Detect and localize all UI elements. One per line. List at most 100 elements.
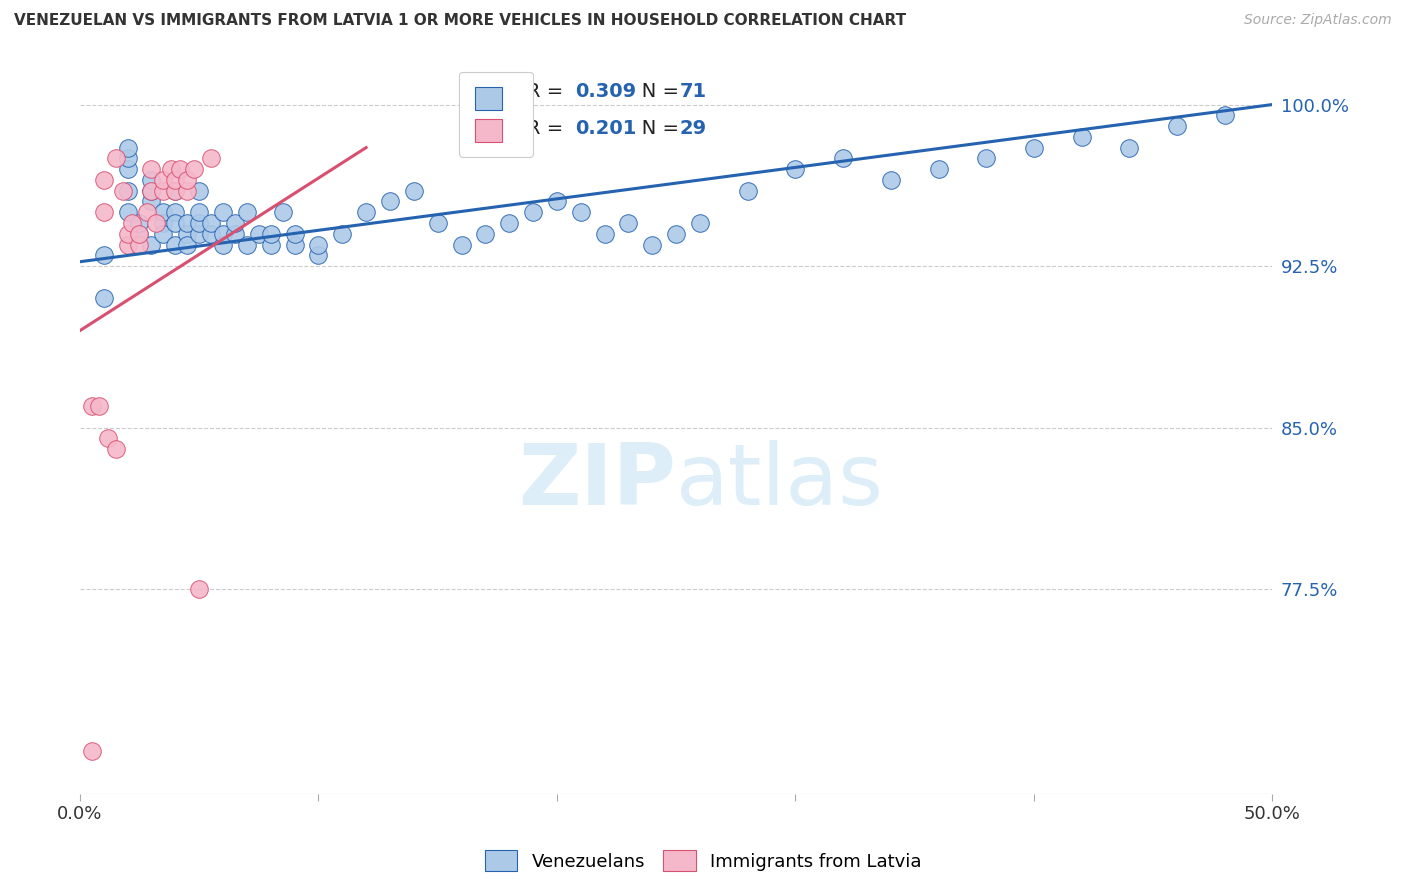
Point	[546, 194, 568, 209]
Point	[378, 194, 401, 209]
Point	[176, 227, 198, 241]
Point	[165, 184, 187, 198]
Point	[141, 194, 163, 209]
Point	[169, 162, 191, 177]
Text: 0.201: 0.201	[575, 120, 636, 138]
Point	[165, 237, 187, 252]
Text: R =: R =	[527, 82, 569, 101]
Point	[569, 205, 592, 219]
Point	[737, 184, 759, 198]
Point	[283, 227, 305, 241]
Point	[402, 184, 425, 198]
Point	[188, 582, 211, 596]
Point	[165, 216, 187, 230]
Point	[145, 216, 167, 230]
Point	[93, 291, 115, 305]
Text: atlas: atlas	[676, 440, 884, 523]
Text: N =: N =	[623, 120, 685, 138]
Point	[117, 152, 139, 166]
Point	[152, 184, 174, 198]
Point	[498, 216, 520, 230]
Point	[641, 237, 664, 252]
Text: 71: 71	[679, 82, 707, 101]
Point	[128, 227, 150, 241]
Point	[200, 227, 222, 241]
Point	[176, 237, 198, 252]
Point	[104, 442, 127, 456]
Point	[165, 184, 187, 198]
Point	[141, 184, 163, 198]
Point	[128, 227, 150, 241]
Point	[117, 184, 139, 198]
Point	[474, 227, 496, 241]
Legend: Venezuelans, Immigrants from Latvia: Venezuelans, Immigrants from Latvia	[477, 843, 929, 879]
Point	[224, 227, 246, 241]
Point	[188, 216, 211, 230]
Point	[928, 162, 950, 177]
Point	[121, 216, 143, 230]
Text: VENEZUELAN VS IMMIGRANTS FROM LATVIA 1 OR MORE VEHICLES IN HOUSEHOLD CORRELATION: VENEZUELAN VS IMMIGRANTS FROM LATVIA 1 O…	[14, 13, 907, 29]
Point	[1022, 140, 1045, 154]
Point	[224, 216, 246, 230]
Point	[117, 140, 139, 154]
Point	[97, 431, 120, 445]
Point	[212, 227, 235, 241]
Text: 0.309: 0.309	[575, 82, 636, 101]
Point	[117, 237, 139, 252]
Point	[117, 227, 139, 241]
Point	[617, 216, 640, 230]
Point	[247, 227, 270, 241]
Point	[183, 162, 205, 177]
Point	[165, 205, 187, 219]
Point	[80, 743, 103, 757]
Point	[522, 205, 544, 219]
Point	[117, 162, 139, 177]
Legend: , : ,	[460, 71, 533, 157]
Point	[236, 237, 259, 252]
Point	[307, 248, 329, 262]
Text: R =: R =	[527, 120, 569, 138]
Point	[152, 227, 174, 241]
Point	[880, 173, 903, 187]
Point	[152, 205, 174, 219]
Point	[141, 162, 163, 177]
Point	[188, 227, 211, 241]
Text: 29: 29	[679, 120, 707, 138]
Point	[141, 237, 163, 252]
Point	[80, 399, 103, 413]
Point	[159, 162, 181, 177]
Point	[165, 173, 187, 187]
Point	[176, 173, 198, 187]
Point	[128, 237, 150, 252]
Point	[1213, 108, 1236, 122]
Text: ZIP: ZIP	[519, 440, 676, 523]
Point	[188, 205, 211, 219]
Point	[330, 227, 353, 241]
Text: N =: N =	[623, 82, 685, 101]
Point	[260, 227, 283, 241]
Point	[188, 184, 211, 198]
Point	[1070, 129, 1092, 144]
Point	[141, 173, 163, 187]
Point	[87, 399, 110, 413]
Point	[104, 152, 127, 166]
Point	[271, 205, 294, 219]
Point	[93, 248, 115, 262]
Point	[117, 205, 139, 219]
Point	[212, 237, 235, 252]
Point	[283, 237, 305, 252]
Point	[665, 227, 688, 241]
Point	[974, 152, 997, 166]
Point	[832, 152, 855, 166]
Point	[176, 184, 198, 198]
Point	[1166, 119, 1188, 133]
Point	[450, 237, 472, 252]
Point	[111, 184, 134, 198]
Point	[200, 152, 222, 166]
Point	[93, 173, 115, 187]
Point	[152, 173, 174, 187]
Point	[236, 205, 259, 219]
Point	[307, 237, 329, 252]
Point	[260, 237, 283, 252]
Point	[1118, 140, 1140, 154]
